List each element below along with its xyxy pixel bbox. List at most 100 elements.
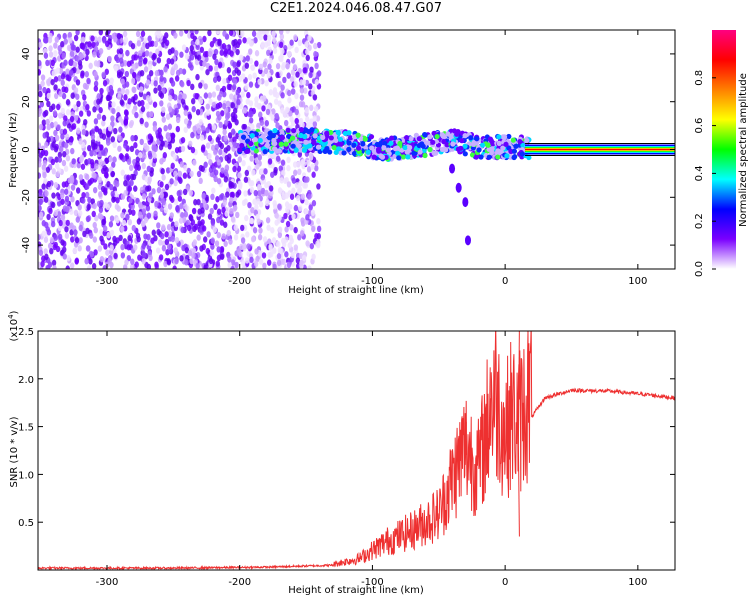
spectrogram-cell	[441, 138, 447, 145]
spectrogram-cell	[189, 44, 194, 52]
colorbar: 0.0 0.2 0.4 0.6 0.8 Normalized spectral ampl…	[694, 30, 749, 277]
spectrogram-cell	[90, 198, 95, 205]
spectrogram-cell	[219, 49, 224, 56]
spectrogram-cell	[249, 186, 255, 194]
spectrogram-cell	[215, 136, 221, 143]
spectrogram-cell	[271, 108, 276, 115]
snr-x-tick-label: -300	[96, 577, 119, 588]
spectrogram-cell	[123, 142, 128, 149]
spectrogram-cell	[394, 150, 401, 156]
spectrogram-cell	[487, 136, 494, 142]
spectrogram-cell	[85, 245, 91, 252]
spectrogram-cell	[246, 91, 251, 99]
svg-text:(x104): (x104)	[7, 310, 20, 341]
spectrogram-cell	[77, 245, 82, 252]
spectrogram-cell	[306, 166, 312, 173]
spectrogram-cell	[169, 58, 175, 65]
spectrogram-cell	[172, 153, 177, 161]
spectrogram-cell	[216, 177, 222, 185]
spectrogram-cell	[70, 236, 75, 243]
spectrogram-cell	[232, 61, 237, 68]
spectrogram-cell	[111, 161, 116, 168]
spectrogram-cell	[180, 81, 185, 88]
spectrogram-cell	[439, 132, 445, 138]
spectrogram-tone-band	[525, 148, 675, 151]
spectrogram-cell	[216, 75, 222, 82]
spectrogram-cell	[41, 220, 46, 227]
spectrogram-cell	[46, 92, 52, 99]
spectrogram-cell	[42, 86, 47, 94]
spectrogram-cell	[276, 252, 282, 260]
spectrogram-cell	[304, 208, 309, 215]
spectrogram-cell	[165, 113, 171, 120]
spectrogram-cell	[142, 37, 148, 44]
spectrogram-cell	[85, 48, 90, 56]
spectrogram-cell	[211, 123, 217, 131]
spectrogram-cell	[315, 144, 322, 150]
spectrogram-cell	[178, 217, 184, 224]
spectrogram-cell	[275, 155, 281, 162]
spectrogram-cell	[160, 232, 165, 240]
spectrogram-cell	[122, 30, 128, 38]
spectrogram-cell	[400, 154, 407, 160]
spectrogram-cell	[331, 145, 337, 151]
spectrogram-cell	[206, 231, 211, 238]
spectrogram-cell	[346, 146, 352, 152]
spectrogram-cell	[111, 196, 116, 203]
spectrogram-cell	[232, 136, 237, 143]
spectrogram-cell	[119, 57, 124, 64]
spectrogram-cell	[314, 62, 319, 70]
spectrogram-cell	[257, 154, 263, 161]
spectrogram-cell	[313, 105, 319, 113]
spectrogram-cell	[285, 220, 291, 228]
spectrogram-cell	[104, 40, 110, 48]
spectrogram-cell	[107, 124, 113, 132]
spectrogram-cell	[123, 180, 128, 187]
spectrogram-cell	[258, 63, 264, 71]
spectrogram-cell	[199, 46, 205, 53]
spectrogram-cell	[137, 201, 143, 208]
spectrogram-cell	[62, 253, 67, 260]
spectrogram-cell	[76, 127, 81, 134]
spectrogram-cell	[371, 154, 377, 160]
spectrogram-cell	[266, 135, 273, 141]
spectrogram-cell	[324, 130, 330, 137]
spectrogram-cell	[97, 36, 102, 43]
spectrogram-cell	[215, 30, 221, 35]
spectrogram-cell	[64, 232, 70, 239]
spectrogram-cell	[147, 176, 152, 183]
spectrogram-cell	[160, 140, 165, 147]
spectrogram-cell	[421, 147, 427, 154]
spectrogram-cell	[92, 236, 98, 243]
spectrogram-cell	[109, 184, 114, 191]
spectrogram-cell	[162, 152, 168, 159]
spectrogram-cell	[241, 123, 246, 131]
spectrogram-cell	[125, 88, 130, 96]
spectrogram-cell	[68, 58, 74, 66]
spectrogram-cell	[308, 204, 313, 211]
spectrogram-cell	[250, 206, 255, 214]
spectrogram-cell	[273, 98, 279, 105]
spectrogram-cell	[296, 188, 302, 195]
spectrogram-cell	[252, 227, 258, 234]
spectrogram-cell	[161, 245, 167, 252]
snr-frame	[37, 330, 676, 571]
spectrogram-cell	[198, 98, 204, 105]
spectrogram-cell	[264, 182, 269, 189]
spectrogram-cell	[490, 141, 496, 147]
spectrogram-cell	[239, 142, 245, 149]
spectrogram-cell	[86, 110, 92, 117]
spectrogram-cell	[228, 30, 234, 36]
spectrogram-cell	[316, 70, 322, 77]
spectrogram-cell	[82, 94, 87, 101]
spectrogram-cell	[173, 170, 178, 177]
spectrogram-cell	[265, 108, 271, 116]
spectrogram-cell	[230, 216, 236, 223]
spectrogram-cell	[44, 253, 49, 261]
spectrogram-cell	[222, 128, 227, 136]
spectrogram-cell	[327, 149, 333, 155]
spectrogram-cell	[216, 246, 221, 253]
spectrogram-cell	[108, 221, 114, 228]
spectrogram-cell	[294, 92, 299, 100]
spectrogram-cell	[84, 191, 90, 199]
